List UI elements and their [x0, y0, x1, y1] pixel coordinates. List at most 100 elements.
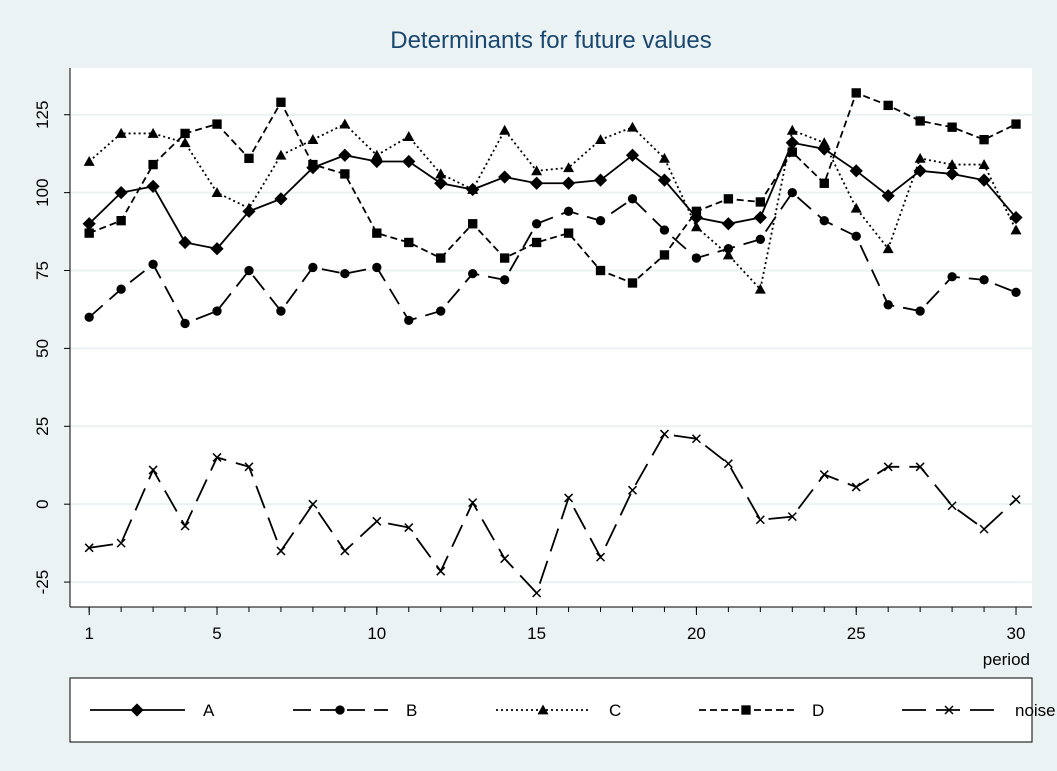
- marker: [851, 88, 861, 98]
- marker: [915, 462, 925, 472]
- series-line: [88, 141, 1017, 250]
- marker: [210, 242, 224, 256]
- plot-area: [70, 68, 1032, 607]
- y-tick-label: 125: [33, 101, 52, 129]
- marker: [947, 122, 957, 132]
- marker: [468, 219, 478, 229]
- marker: [436, 253, 446, 263]
- marker: [945, 167, 959, 181]
- marker: [338, 148, 352, 162]
- x-tick-label: 5: [212, 624, 221, 643]
- marker: [339, 118, 351, 129]
- marker: [499, 253, 510, 263]
- marker: [882, 243, 894, 254]
- marker: [307, 134, 319, 145]
- marker: [723, 244, 734, 254]
- marker: [244, 153, 254, 164]
- marker: [308, 159, 318, 170]
- marker: [977, 173, 991, 187]
- legend-label: D: [812, 701, 824, 720]
- marker: [468, 498, 478, 508]
- marker: [499, 124, 511, 135]
- marker: [114, 186, 128, 200]
- marker: [625, 148, 640, 162]
- marker: [84, 312, 94, 322]
- marker: [468, 268, 478, 279]
- marker: [340, 546, 350, 556]
- marker: [276, 546, 286, 556]
- marker: [723, 194, 734, 204]
- marker: [659, 429, 669, 439]
- marker: [819, 178, 829, 188]
- marker: [818, 137, 830, 148]
- marker: [179, 137, 191, 148]
- marker: [627, 278, 638, 288]
- y-tick-label: 100: [33, 178, 52, 206]
- marker: [690, 221, 702, 232]
- marker: [881, 189, 895, 203]
- marker: [755, 515, 765, 525]
- marker: [722, 249, 734, 260]
- y-tick-label: 50: [33, 339, 52, 358]
- marker: [308, 262, 318, 273]
- marker: [532, 588, 542, 598]
- marker: [786, 124, 798, 135]
- marker: [787, 147, 797, 157]
- marker: [979, 275, 989, 285]
- marker: [659, 250, 670, 260]
- marker: [849, 164, 863, 178]
- marker: [531, 219, 542, 229]
- marker: [883, 462, 893, 472]
- marker: [212, 119, 222, 129]
- marker: [84, 543, 94, 553]
- marker: [1010, 224, 1022, 235]
- marker: [1011, 119, 1021, 129]
- marker: [691, 206, 702, 216]
- marker: [946, 159, 958, 169]
- marker: [691, 253, 702, 263]
- y-tick-label: -25: [33, 570, 52, 595]
- marker: [1011, 287, 1021, 297]
- marker: [978, 159, 990, 169]
- marker: [211, 187, 223, 198]
- marker: [178, 235, 192, 250]
- x-tick-label: 1: [84, 624, 93, 643]
- legend-label: B: [406, 701, 417, 720]
- marker: [947, 501, 957, 511]
- marker: [947, 272, 957, 282]
- marker: [659, 225, 670, 235]
- x-tick-label: 25: [847, 624, 866, 643]
- x-tick-label: 20: [687, 624, 706, 643]
- marker: [340, 169, 350, 179]
- legend-marker: [537, 704, 549, 715]
- marker: [627, 194, 638, 204]
- marker: [467, 184, 479, 194]
- marker: [116, 538, 126, 548]
- marker: [84, 228, 94, 238]
- marker: [626, 121, 638, 132]
- marker: [595, 265, 606, 276]
- legend-label: A: [203, 701, 215, 720]
- marker: [82, 217, 96, 231]
- marker: [404, 315, 414, 326]
- legend-label: noise: [1015, 701, 1056, 720]
- marker: [819, 215, 829, 226]
- marker: [146, 179, 160, 193]
- marker: [308, 499, 318, 509]
- marker: [340, 268, 350, 279]
- marker: [1011, 494, 1021, 505]
- marker: [595, 215, 606, 226]
- marker: [244, 265, 254, 276]
- marker: [498, 170, 512, 184]
- marker: [787, 187, 797, 198]
- marker: [883, 300, 893, 310]
- marker: [404, 237, 414, 248]
- marker: [276, 306, 286, 316]
- marker: [755, 234, 766, 245]
- marker: [561, 176, 576, 190]
- marker: [435, 168, 447, 179]
- marker: [691, 434, 701, 444]
- marker: [244, 462, 254, 472]
- marker: [915, 116, 925, 126]
- marker: [403, 131, 415, 141]
